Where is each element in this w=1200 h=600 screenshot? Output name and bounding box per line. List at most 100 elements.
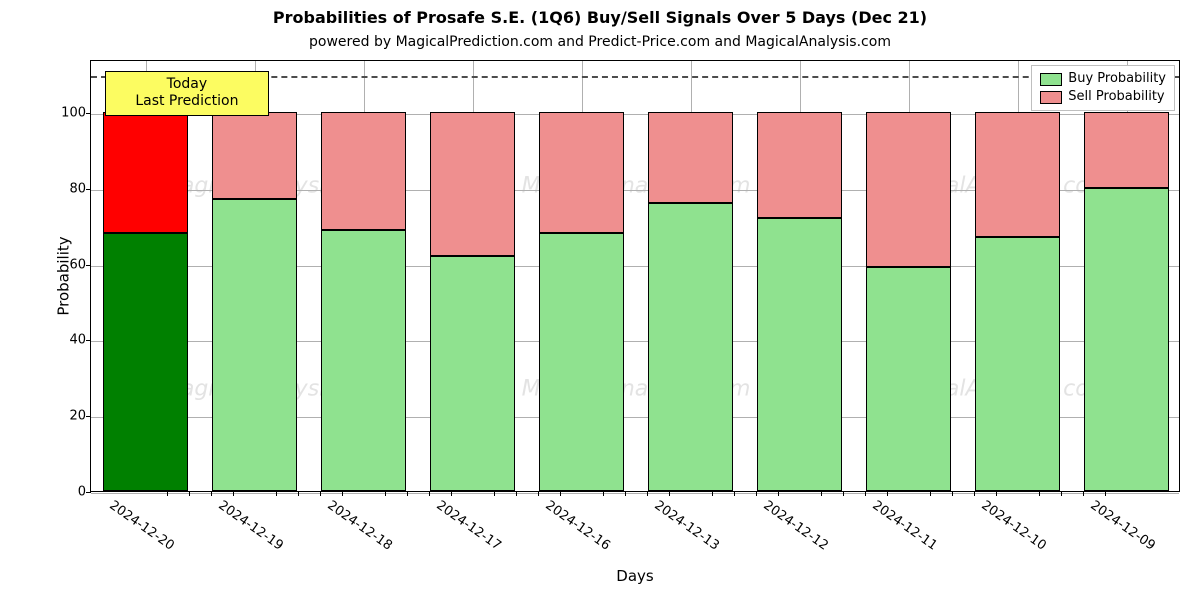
legend-item-buy: Buy Probability	[1040, 70, 1166, 88]
bar-group	[757, 112, 842, 491]
chart-container: Probabilities of Prosafe S.E. (1Q6) Buy/…	[0, 0, 1200, 600]
minor-tick	[211, 492, 212, 496]
minor-tick	[603, 492, 604, 496]
minor-tick	[342, 492, 343, 496]
bar-segment-sell	[648, 112, 733, 203]
chart-subtitle: powered by MagicalPrediction.com and Pre…	[0, 34, 1200, 50]
bar-segment-sell	[103, 112, 188, 233]
legend-label-buy: Buy Probability	[1068, 70, 1166, 88]
y-axis-label: Probability	[55, 236, 73, 315]
bar-segment-buy	[103, 233, 188, 491]
minor-tick	[516, 492, 517, 496]
minor-tick	[385, 492, 386, 496]
bar-group	[975, 112, 1060, 491]
annotation-line-2: Last Prediction	[116, 93, 258, 111]
x-tick-label: 2024-12-20	[106, 498, 177, 554]
bar-segment-buy	[212, 199, 297, 491]
bar-segment-sell	[975, 112, 1060, 237]
minor-tick	[669, 492, 670, 496]
minor-tick	[647, 492, 648, 496]
bar-segment-buy	[321, 230, 406, 491]
y-tick-mark	[86, 492, 91, 493]
minor-tick	[974, 492, 975, 496]
chart-title: Probabilities of Prosafe S.E. (1Q6) Buy/…	[0, 8, 1200, 27]
bar-segment-sell	[757, 112, 842, 218]
minor-tick	[865, 492, 866, 496]
annotation-line-1: Today	[116, 76, 258, 94]
minor-tick	[189, 492, 190, 496]
y-tick-label: 100	[36, 106, 86, 121]
legend-swatch-buy	[1040, 73, 1062, 86]
bar-group	[866, 112, 951, 491]
minor-tick	[930, 492, 931, 496]
y-tick-mark	[86, 340, 91, 341]
minor-tick	[1061, 492, 1062, 496]
bar-segment-sell	[212, 112, 297, 199]
bar-segment-buy	[866, 267, 951, 491]
minor-tick	[1039, 492, 1040, 496]
x-tick-label: 2024-12-17	[433, 498, 504, 554]
bar-segment-buy	[975, 237, 1060, 491]
plot-area: MagicalAnalysis.comMagicalAnalysis.comMa…	[90, 60, 1180, 492]
y-tick-mark	[86, 189, 91, 190]
x-tick-label: 2024-12-13	[651, 498, 722, 554]
bar-segment-sell	[539, 112, 624, 233]
bar-group	[539, 112, 624, 491]
y-tick-mark	[86, 265, 91, 266]
bar-segment-buy	[539, 233, 624, 491]
x-tick-label: 2024-12-19	[215, 498, 286, 554]
bar-group	[212, 112, 297, 491]
bar-segment-buy	[757, 218, 842, 491]
minor-tick	[996, 492, 997, 496]
x-tick-label: 2024-12-16	[542, 498, 613, 554]
minor-tick	[538, 492, 539, 496]
y-tick-label: 80	[36, 181, 86, 196]
bar-segment-sell	[430, 112, 515, 256]
x-tick-label: 2024-12-09	[1087, 498, 1158, 554]
gridline-horizontal	[91, 493, 1179, 494]
bar-segment-buy	[430, 256, 515, 491]
x-tick-label: 2024-12-11	[869, 498, 940, 554]
bar-segment-buy	[648, 203, 733, 491]
minor-tick	[821, 492, 822, 496]
x-tick-label: 2024-12-18	[324, 498, 395, 554]
bar-group	[321, 112, 406, 491]
legend-item-sell: Sell Probability	[1040, 88, 1166, 106]
y-tick-mark	[86, 416, 91, 417]
legend-swatch-sell	[1040, 91, 1062, 104]
x-tick-label: 2024-12-12	[760, 498, 831, 554]
minor-tick	[625, 492, 626, 496]
minor-tick	[1083, 492, 1084, 496]
legend: Buy Probability Sell Probability	[1031, 65, 1175, 111]
minor-tick	[756, 492, 757, 496]
minor-tick	[233, 492, 234, 496]
legend-label-sell: Sell Probability	[1068, 88, 1164, 106]
x-axis-label: Days	[90, 567, 1180, 585]
bar-segment-sell	[866, 112, 951, 267]
minor-tick	[407, 492, 408, 496]
bar-segment-buy	[1084, 188, 1169, 491]
bar-group	[103, 112, 188, 491]
minor-tick	[778, 492, 779, 496]
minor-tick	[1105, 492, 1106, 496]
minor-tick	[494, 492, 495, 496]
today-annotation: Today Last Prediction	[105, 71, 269, 116]
minor-tick	[167, 492, 168, 496]
y-tick-label: 20	[36, 409, 86, 424]
minor-tick	[887, 492, 888, 496]
y-tick-label: 0	[36, 485, 86, 500]
minor-tick	[560, 492, 561, 496]
bar-segment-sell	[321, 112, 406, 229]
minor-tick	[712, 492, 713, 496]
minor-tick	[276, 492, 277, 496]
minor-tick	[320, 492, 321, 496]
minor-tick	[734, 492, 735, 496]
bar-group	[430, 112, 515, 491]
minor-tick	[298, 492, 299, 496]
minor-tick	[952, 492, 953, 496]
bar-group	[1084, 112, 1169, 491]
bar-segment-sell	[1084, 112, 1169, 188]
bar-group	[648, 112, 733, 491]
y-tick-mark	[86, 113, 91, 114]
minor-tick	[843, 492, 844, 496]
